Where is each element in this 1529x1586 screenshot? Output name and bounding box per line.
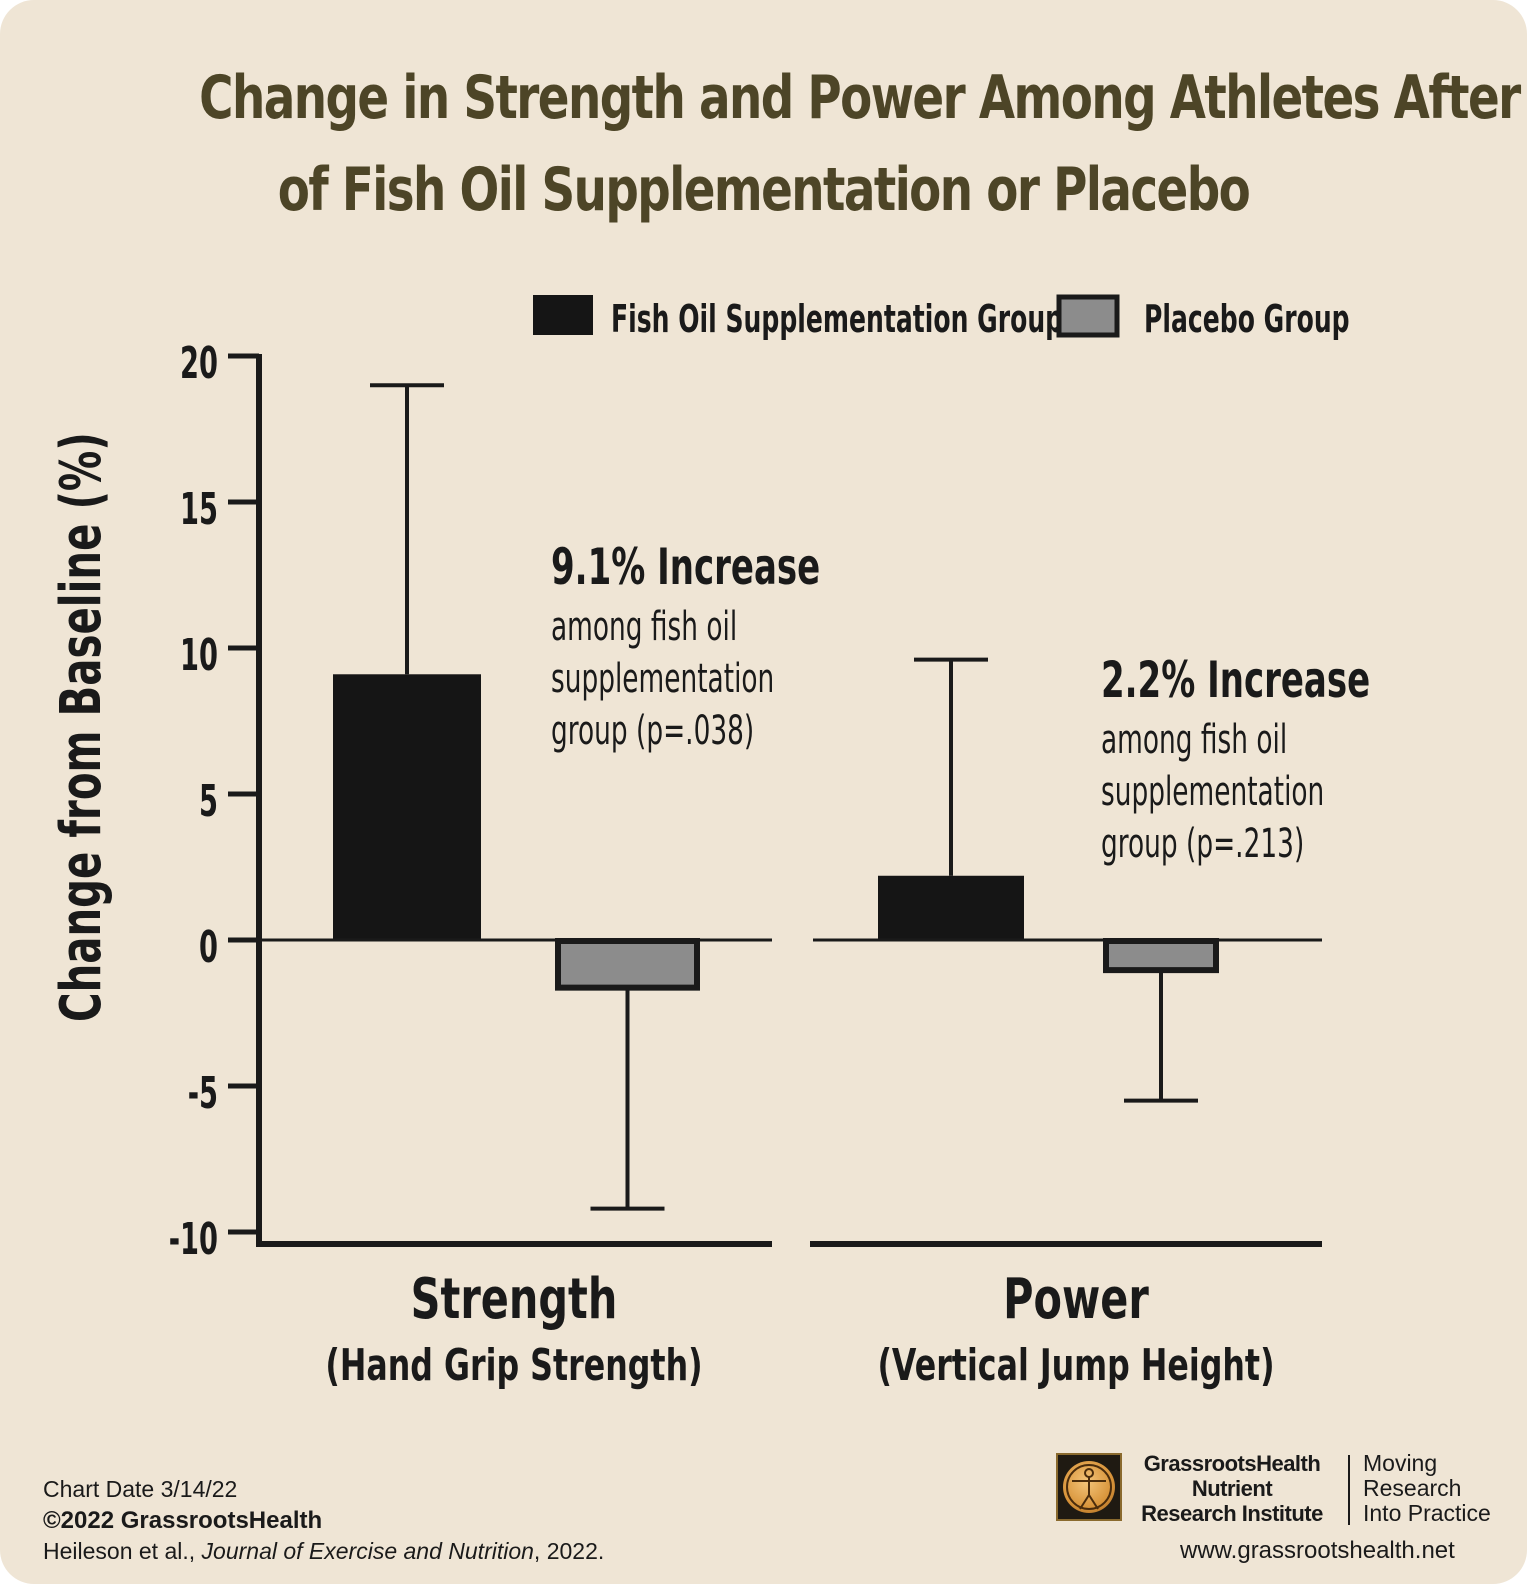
chart-date: Chart Date 3/14/22 xyxy=(43,1476,238,1502)
legend-label-placebo: Placebo Group xyxy=(1144,297,1350,342)
strength-category-label: Strength xyxy=(411,1266,618,1332)
footer-divider xyxy=(1348,1455,1350,1525)
strength-placebo-bar xyxy=(555,938,700,991)
citation-authors: Heileson et al., xyxy=(43,1538,196,1564)
tagline-line-2: Research xyxy=(1363,1475,1462,1501)
tagline: Moving Research Into Practice xyxy=(1363,1451,1491,1526)
y-tick-label-6: -10 xyxy=(169,1213,218,1265)
legend-swatch-fish-oil xyxy=(533,295,593,335)
power-category-label: Power xyxy=(1003,1266,1149,1332)
power-annotation-headline: 2.2% Increase xyxy=(1101,651,1370,709)
citation: Heileson et al., Journal of Exercise and… xyxy=(43,1536,604,1567)
power-annotation-line-2: group (p=.213) xyxy=(1101,820,1304,866)
strength-category-sublabel: (Hand Grip Strength) xyxy=(325,1340,702,1392)
y-axis-label: Change from Baseline (%) xyxy=(48,432,113,1022)
legend-swatch-placebo xyxy=(1056,294,1120,338)
org-line-1: GrassrootsHealth xyxy=(1143,1451,1321,1476)
strength-fish-oil-bar xyxy=(333,674,481,940)
citation-year: , 2022. xyxy=(533,1538,605,1564)
y-tick-label-0: 20 xyxy=(180,337,218,389)
vitruvian-figure-icon xyxy=(1066,1464,1112,1510)
legend-label-fish-oil: Fish Oil Supplementation Group xyxy=(611,297,1063,342)
tagline-line-1: Moving xyxy=(1363,1450,1438,1476)
chart-title-line-1: Change in Strength and Power Among Athle… xyxy=(199,63,1527,133)
y-tick-label-2: 10 xyxy=(180,629,218,681)
power-fish-oil-bar xyxy=(878,875,1024,940)
website-link[interactable]: www.grassrootshealth.net xyxy=(1180,1537,1455,1564)
y-tick-label-4: 0 xyxy=(199,921,218,973)
tagline-line-3: Into Practice xyxy=(1363,1500,1491,1526)
y-tick-label-5: -5 xyxy=(188,1067,218,1119)
strength-annotation-line-1: supplementation xyxy=(551,655,774,701)
bar-chart: 20 15 10 5 0 -5 -10 Change from Baseline (%) Fis… xyxy=(48,294,1370,1392)
power-category-sublabel: (Vertical Jump Height) xyxy=(877,1340,1274,1392)
power-annotation-line-0: among fish oil xyxy=(1101,716,1287,762)
chart-title: Change in Strength and Power Among Athle… xyxy=(199,52,1527,236)
chart-title-line-2: of Fish Oil Supplementation or Placebo xyxy=(277,155,1251,225)
strength-annotation-line-0: among fish oil xyxy=(551,603,737,649)
y-tick-label-1: 15 xyxy=(180,483,218,535)
chart-footer: Chart Date 3/14/22 ©2022 GrassrootsHealt… xyxy=(43,1474,604,1567)
citation-journal: Journal of Exercise and Nutrition xyxy=(201,1538,534,1564)
strength-annotation-headline: 9.1% Increase xyxy=(551,538,820,596)
org-name: GrassrootsHealth Nutrient Research Insti… xyxy=(1132,1451,1332,1526)
copyright: ©2022 GrassrootsHealth xyxy=(43,1507,323,1534)
vitruvian-logo-icon xyxy=(1056,1453,1122,1521)
power-annotation-line-1: supplementation xyxy=(1101,768,1324,814)
org-line-2: Nutrient xyxy=(1191,1476,1273,1501)
y-tick-label-3: 5 xyxy=(199,775,218,827)
strength-annotation-line-2: group (p=.038) xyxy=(551,707,754,753)
power-placebo-bar xyxy=(1103,938,1219,974)
org-line-3: Research Institute xyxy=(1141,1501,1323,1526)
